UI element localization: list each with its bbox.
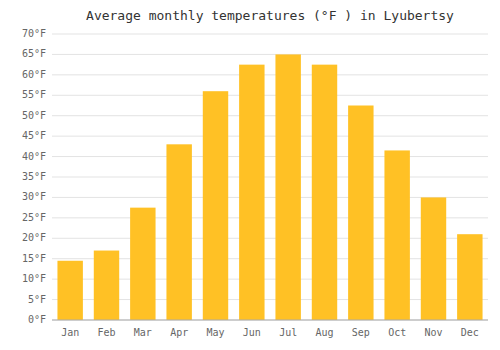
grid-line: [52, 34, 488, 35]
bar: [166, 144, 191, 320]
x-tick-label: Aug: [315, 327, 333, 338]
bars: [57, 54, 482, 320]
bar: [239, 65, 264, 320]
grid-line: [52, 177, 488, 178]
x-axis-line: [52, 320, 488, 321]
x-tick-label: Jan: [61, 327, 79, 338]
bar: [312, 65, 337, 320]
bar: [275, 54, 300, 320]
y-tick-label: 70°F: [22, 28, 46, 39]
grid-line: [52, 54, 488, 55]
grid: [52, 34, 488, 320]
y-tick-label: 25°F: [22, 212, 46, 223]
y-tick-label: 10°F: [22, 273, 46, 284]
x-tick-label: May: [206, 327, 224, 338]
grid-line: [52, 74, 488, 75]
y-tick-label: 35°F: [22, 171, 46, 182]
grid-line: [52, 136, 488, 137]
y-tick-label: 40°F: [22, 151, 46, 162]
x-tick-labels: Jan Feb Mar Apr May Jun Jul Aug Sep Oct Nov Dec: [61, 327, 479, 338]
chart: Average monthly temperatures (°F ) in Ly…: [0, 0, 500, 350]
bar: [203, 91, 228, 320]
x-tick-label: Sep: [352, 327, 370, 338]
x-tick-label: Dec: [461, 327, 479, 338]
bar: [348, 106, 373, 321]
y-tick-label: 60°F: [22, 69, 46, 80]
grid-line: [52, 320, 488, 321]
bar: [57, 261, 82, 320]
x-tick-label: Oct: [388, 327, 406, 338]
x-tick-label: Jun: [243, 327, 261, 338]
x-tick-label: Jul: [279, 327, 297, 338]
y-tick-label: 0°F: [28, 314, 46, 325]
x-tick-label: Apr: [170, 327, 188, 338]
bar: [421, 197, 446, 320]
bar: [94, 251, 119, 320]
y-tick-label: 50°F: [22, 110, 46, 121]
title: Average monthly temperatures (°F ) in Ly…: [86, 8, 454, 23]
y-tick-label: 5°F: [28, 294, 46, 305]
y-tick-label: 55°F: [22, 89, 46, 100]
grid-line: [52, 95, 488, 96]
bar: [130, 208, 155, 320]
bar: [457, 234, 482, 320]
x-tick-label: Feb: [97, 327, 115, 338]
y-tick-label: 20°F: [22, 232, 46, 243]
grid-line: [52, 156, 488, 157]
x-tick-label: Mar: [134, 327, 152, 338]
x-tick-label: Nov: [424, 327, 442, 338]
grid-line: [52, 115, 488, 116]
page: {"chart_data": {"type": "bar", "title": …: [0, 0, 500, 350]
y-tick-label: 65°F: [22, 48, 46, 59]
y-tick-label: 30°F: [22, 191, 46, 202]
y-tick-labels: 0°F 5°F 10°F 15°F 20°F 25°F 30°F 35°F 40°F 45°F 50…: [22, 28, 46, 325]
bar: [384, 150, 409, 320]
y-tick-label: 45°F: [22, 130, 46, 141]
y-tick-label: 15°F: [22, 253, 46, 264]
